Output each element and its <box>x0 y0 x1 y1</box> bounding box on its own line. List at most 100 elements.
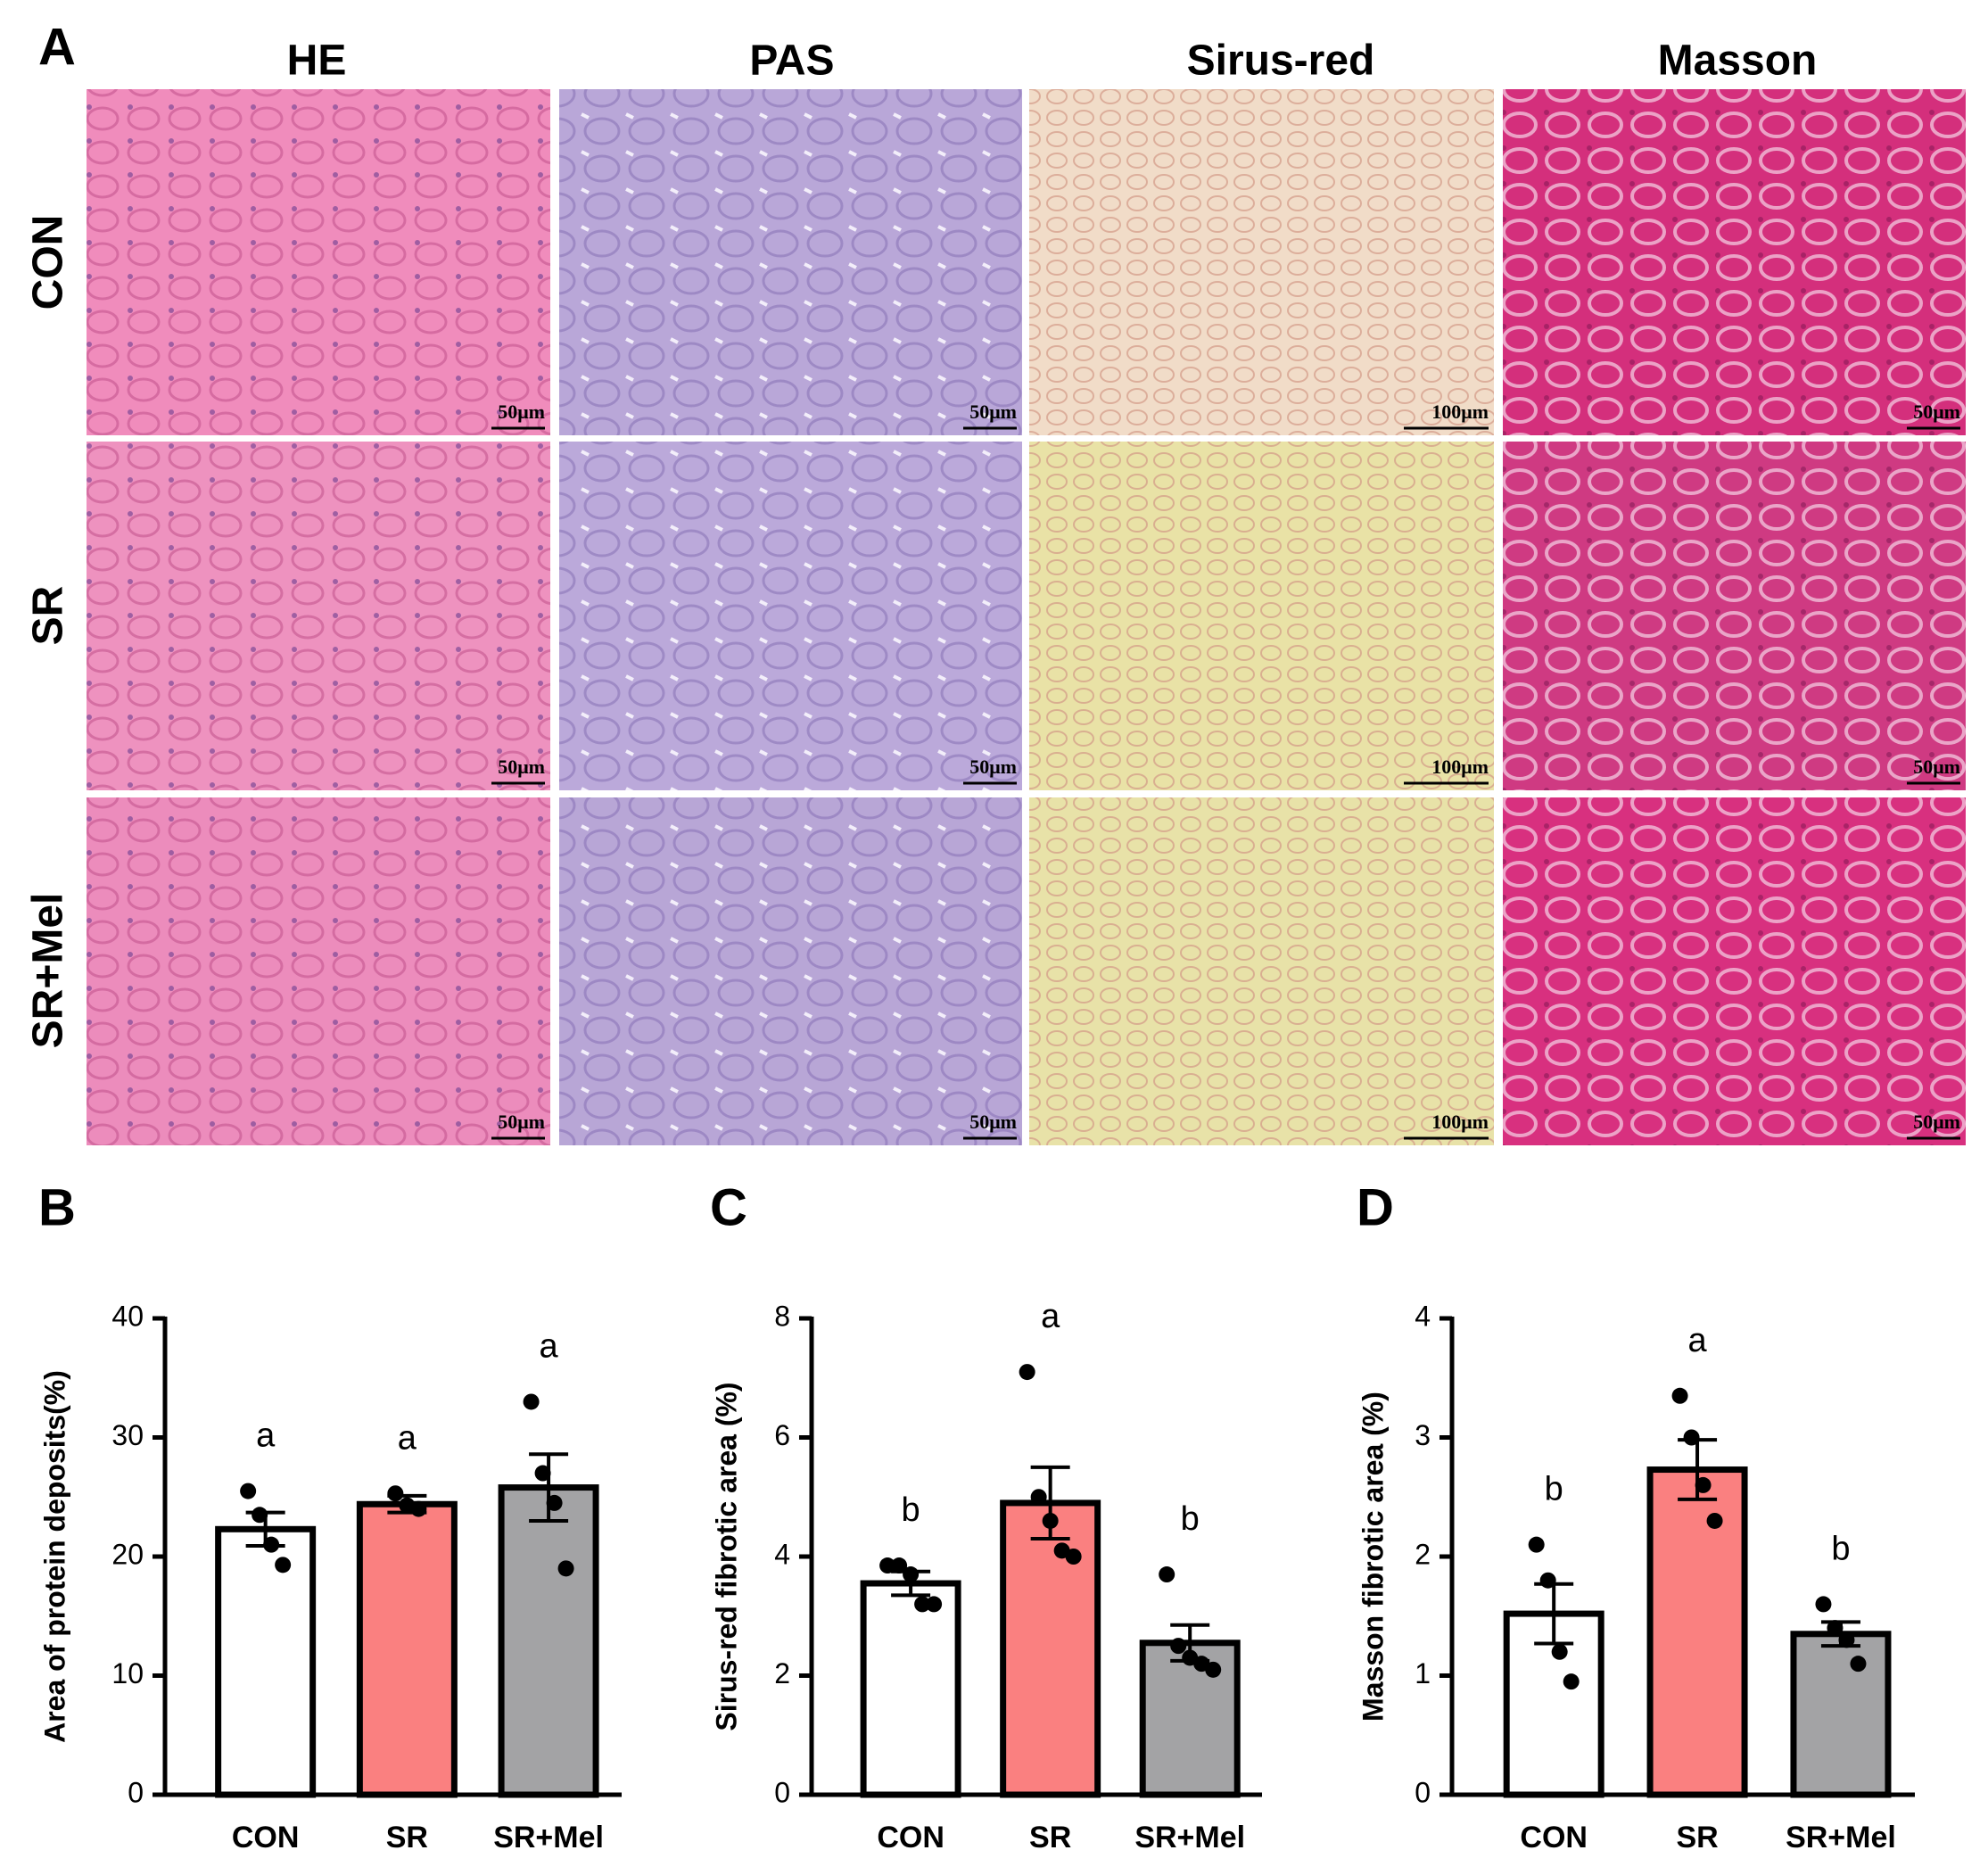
data-point <box>1695 1476 1712 1493</box>
y-tick-label: 8 <box>774 1300 790 1332</box>
y-tick-label: 0 <box>128 1776 144 1808</box>
y-axis-label: Area of protein deposits(%) <box>38 1370 70 1743</box>
y-tick-label: 4 <box>1415 1300 1431 1332</box>
x-tick-label: SR <box>1676 1821 1718 1854</box>
micrograph-texture <box>559 442 1022 790</box>
row-label: SR <box>25 586 72 646</box>
row-label: CON <box>25 215 72 310</box>
data-point <box>1671 1387 1688 1404</box>
scale-bar-label: 50μm <box>1913 756 1960 778</box>
data-point <box>1042 1512 1059 1529</box>
panel-label: A <box>38 18 76 76</box>
x-tick-label: SR+Mel <box>493 1821 604 1854</box>
micrograph-texture <box>1503 442 1966 790</box>
y-tick-label: 6 <box>774 1419 790 1451</box>
data-point <box>1205 1661 1222 1678</box>
micrograph-texture <box>87 797 550 1145</box>
data-point <box>914 1596 931 1613</box>
x-tick-label: SR+Mel <box>1134 1821 1245 1854</box>
y-tick-label: 0 <box>1415 1776 1431 1808</box>
data-point <box>252 1507 268 1524</box>
micrograph-texture <box>559 797 1022 1145</box>
data-point <box>1706 1512 1723 1529</box>
x-tick-label: CON <box>877 1821 945 1854</box>
x-tick-label: SR+Mel <box>1786 1821 1896 1854</box>
scale-bar-label: 50μm <box>498 401 545 423</box>
column-header: PAS <box>749 37 834 85</box>
y-tick-label: 4 <box>774 1538 790 1570</box>
significance-letter: a <box>1687 1322 1707 1359</box>
x-tick-label: SR <box>1029 1821 1071 1854</box>
y-tick-label: 10 <box>111 1657 144 1689</box>
micrograph-texture <box>559 89 1022 435</box>
bar <box>215 1525 317 1798</box>
significance-letter: a <box>398 1419 417 1457</box>
panel-label: C <box>710 1178 747 1236</box>
micrograph-texture <box>87 89 550 435</box>
data-point <box>534 1465 551 1482</box>
data-point <box>1539 1572 1556 1589</box>
scale-bar-label: 50μm <box>969 1111 1017 1133</box>
micrograph-texture <box>87 442 550 790</box>
data-point <box>1563 1673 1580 1690</box>
scale-bar-label: 50μm <box>1913 1111 1960 1133</box>
significance-letter: b <box>1545 1471 1563 1508</box>
data-point <box>387 1485 404 1502</box>
scale-bar-label: 100μm <box>1431 756 1489 778</box>
x-tick-label: CON <box>232 1821 300 1854</box>
significance-letter: b <box>1831 1530 1850 1567</box>
bar <box>498 1484 599 1798</box>
data-point <box>1827 1620 1844 1637</box>
data-point <box>263 1536 280 1553</box>
y-tick-label: 20 <box>111 1538 144 1570</box>
data-point <box>546 1494 563 1511</box>
data-point <box>903 1566 920 1583</box>
significance-letter: a <box>540 1327 559 1365</box>
y-tick-label: 3 <box>1415 1419 1431 1451</box>
column-header: Masson <box>1658 37 1818 85</box>
data-point <box>410 1500 427 1517</box>
micrograph-texture <box>1503 797 1966 1145</box>
significance-letter: b <box>1181 1500 1200 1538</box>
scale-bar-label: 100μm <box>1431 401 1489 423</box>
significance-letter: a <box>1041 1298 1060 1335</box>
data-point <box>926 1596 943 1613</box>
row-label: SR+Mel <box>25 893 72 1049</box>
bar <box>1646 1466 1748 1798</box>
scale-bar-label: 50μm <box>1913 401 1960 423</box>
panel-label: B <box>38 1178 76 1236</box>
y-tick-label: 0 <box>774 1776 790 1808</box>
data-point <box>1551 1643 1568 1660</box>
y-tick-label: 1 <box>1415 1657 1431 1689</box>
significance-letter: b <box>902 1491 920 1529</box>
y-tick-label: 30 <box>111 1419 144 1451</box>
bar <box>1790 1631 1892 1798</box>
column-header: HE <box>287 37 347 85</box>
micrograph-texture <box>1029 797 1494 1145</box>
bar <box>1000 1499 1101 1798</box>
scale-bar-label: 50μm <box>969 756 1017 778</box>
significance-letter: a <box>256 1417 276 1455</box>
scale-bar-label: 100μm <box>1431 1111 1489 1133</box>
x-tick-label: CON <box>1520 1821 1588 1854</box>
data-point <box>1528 1536 1545 1553</box>
micrograph-texture <box>1029 89 1494 435</box>
error-bar <box>529 1452 569 1523</box>
data-point <box>1838 1631 1855 1648</box>
data-point <box>1030 1489 1047 1506</box>
bar <box>356 1500 458 1798</box>
data-point <box>879 1557 896 1574</box>
data-point <box>240 1483 257 1499</box>
scale-bar-label: 50μm <box>498 1111 545 1133</box>
scale-bar-label: 50μm <box>498 756 545 778</box>
bar <box>860 1580 961 1798</box>
data-point <box>1170 1638 1187 1655</box>
y-axis-label: Sirus-red fibrotic area (%) <box>710 1382 742 1730</box>
data-point <box>1065 1549 1082 1565</box>
data-point <box>1159 1566 1175 1583</box>
y-tick-label: 40 <box>111 1300 144 1332</box>
micrograph-texture <box>1029 442 1494 790</box>
data-point <box>275 1557 292 1574</box>
